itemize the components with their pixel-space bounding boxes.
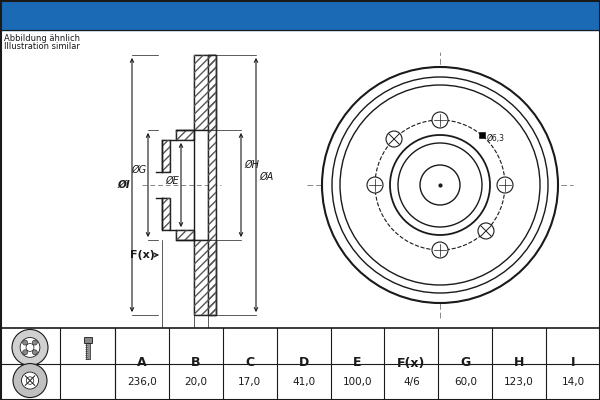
Text: Ø6,3: Ø6,3 xyxy=(487,134,505,143)
Bar xyxy=(86,344,89,360)
Text: 17,0: 17,0 xyxy=(238,377,261,387)
Text: F(x): F(x) xyxy=(397,356,425,370)
Bar xyxy=(0,0,600,30)
Circle shape xyxy=(12,330,48,366)
Circle shape xyxy=(367,177,383,193)
Text: 520115: 520115 xyxy=(353,6,427,24)
Text: 20,0: 20,0 xyxy=(184,377,208,387)
Bar xyxy=(162,140,170,172)
Bar xyxy=(208,55,216,315)
Circle shape xyxy=(497,177,513,193)
Bar xyxy=(194,240,216,315)
Text: G: G xyxy=(460,356,470,370)
Text: 41,0: 41,0 xyxy=(292,377,315,387)
Text: E: E xyxy=(353,356,362,370)
Circle shape xyxy=(322,67,558,303)
Circle shape xyxy=(332,77,548,293)
Text: I: I xyxy=(571,356,575,370)
Bar xyxy=(0,30,600,328)
Circle shape xyxy=(23,350,28,355)
Text: 123,0: 123,0 xyxy=(504,377,534,387)
Text: D: D xyxy=(174,349,182,359)
Text: 24.0320-0115.1: 24.0320-0115.1 xyxy=(95,6,254,24)
Circle shape xyxy=(390,135,490,235)
Text: 4/6: 4/6 xyxy=(403,377,420,387)
Bar xyxy=(162,198,170,230)
Bar xyxy=(208,55,216,315)
Bar xyxy=(162,198,170,230)
Circle shape xyxy=(32,340,37,345)
Circle shape xyxy=(26,344,34,352)
Bar xyxy=(83,338,91,344)
Text: Abbildung ähnlich: Abbildung ähnlich xyxy=(4,34,80,43)
Text: B: B xyxy=(197,337,205,347)
Text: 14,0: 14,0 xyxy=(562,377,584,387)
Text: ØG: ØG xyxy=(131,165,146,175)
Circle shape xyxy=(26,377,34,384)
Circle shape xyxy=(23,340,28,345)
Bar xyxy=(176,230,194,240)
Text: 236,0: 236,0 xyxy=(127,377,157,387)
Bar xyxy=(194,240,216,315)
Circle shape xyxy=(478,223,494,239)
Circle shape xyxy=(340,85,540,285)
Text: B: B xyxy=(191,356,200,370)
Circle shape xyxy=(432,112,448,128)
Bar xyxy=(162,140,170,172)
Text: H: H xyxy=(514,356,524,370)
Circle shape xyxy=(432,242,448,258)
Text: ØA: ØA xyxy=(259,172,273,182)
Circle shape xyxy=(20,338,40,357)
Text: C: C xyxy=(245,356,254,370)
Bar xyxy=(0,328,600,400)
Text: Illustration similar: Illustration similar xyxy=(4,42,80,51)
Text: F(x): F(x) xyxy=(130,250,155,260)
Circle shape xyxy=(420,165,460,205)
Circle shape xyxy=(386,131,402,147)
Circle shape xyxy=(398,143,482,227)
Circle shape xyxy=(32,350,37,355)
Text: 60,0: 60,0 xyxy=(454,377,477,387)
Bar xyxy=(194,55,216,130)
Text: A: A xyxy=(137,356,147,370)
Bar xyxy=(176,130,194,140)
Text: ØH: ØH xyxy=(244,160,259,170)
Text: D: D xyxy=(298,356,309,370)
Bar xyxy=(479,132,485,138)
Bar xyxy=(194,55,216,130)
Circle shape xyxy=(13,364,47,398)
Text: ØI: ØI xyxy=(117,180,130,190)
Bar xyxy=(176,130,194,140)
Text: ← C (MTH): ← C (MTH) xyxy=(214,328,268,338)
Text: 100,0: 100,0 xyxy=(343,377,372,387)
Circle shape xyxy=(22,372,38,389)
Bar xyxy=(176,230,194,240)
Text: ØE: ØE xyxy=(165,176,179,186)
